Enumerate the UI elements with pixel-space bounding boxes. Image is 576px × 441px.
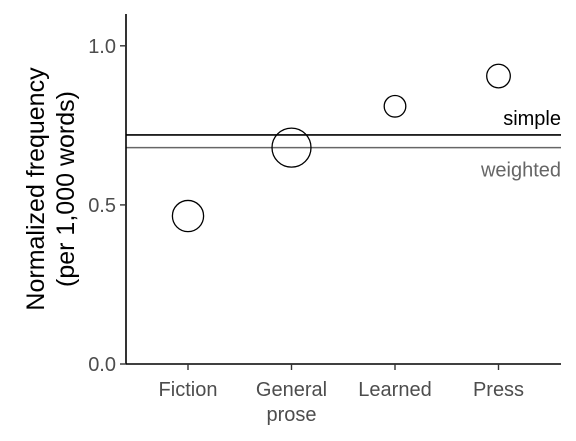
y-axis-title-line: (per 1,000 words) xyxy=(52,91,80,287)
x-tick-label: Press xyxy=(473,379,524,401)
y-axis-title-line: Normalized frequency xyxy=(22,67,50,311)
data-point xyxy=(271,127,312,168)
data-point xyxy=(171,199,205,233)
y-tick-label: 1.0 xyxy=(88,36,116,58)
x-tick-label: Learned xyxy=(358,379,431,401)
x-tick-label: prose xyxy=(266,404,316,426)
reference-lines: simple weighted xyxy=(126,108,561,182)
y-tick-label: 0.5 xyxy=(88,195,116,217)
x-axis-ticks: Fiction General prose Learned Press xyxy=(159,364,524,426)
data-points xyxy=(171,63,511,233)
x-tick-label: Fiction xyxy=(159,379,218,401)
reference-line-label: weighted xyxy=(480,160,561,182)
reference-line-label: simple xyxy=(503,108,561,130)
y-tick-label: 0.0 xyxy=(88,354,116,376)
data-point xyxy=(486,63,511,89)
y-axis-title: Normalized frequency (per 1,000 words) xyxy=(22,67,80,311)
data-point xyxy=(383,94,407,118)
x-tick-label: General xyxy=(256,379,327,401)
y-axis-ticks: 0.0 0.5 1.0 xyxy=(88,36,126,376)
